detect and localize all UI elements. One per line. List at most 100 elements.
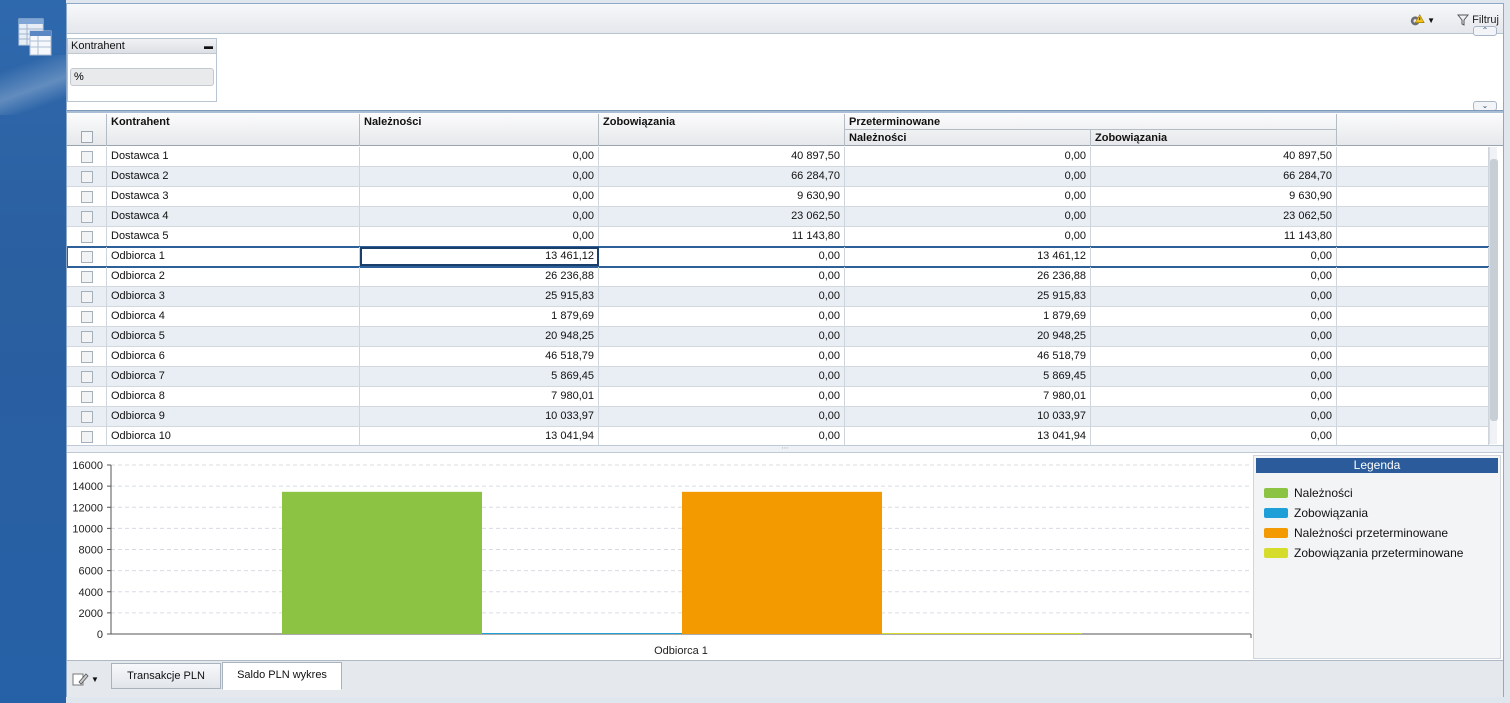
cell-przeterminowane-zobowiazania[interactable]: 0,00 — [1091, 367, 1337, 386]
scrollbar-thumb[interactable] — [1490, 159, 1498, 421]
cell-kontrahent[interactable]: Odbiorca 8 — [107, 387, 360, 406]
row-checkbox[interactable] — [81, 351, 93, 363]
cell-naleznosci[interactable]: 13 461,12 — [360, 247, 599, 266]
cell-przeterminowane-naleznosci[interactable]: 25 915,83 — [845, 287, 1091, 306]
cell-zobowiazania[interactable]: 11 143,80 — [599, 227, 845, 246]
table-row[interactable]: Odbiorca 1 13 461,12 0,00 13 461,12 0,00 — [67, 246, 1490, 268]
cell-przeterminowane-zobowiazania[interactable]: 0,00 — [1091, 267, 1337, 286]
table-row[interactable]: Odbiorca 5 20 948,25 0,00 20 948,25 0,00 — [67, 327, 1489, 347]
cell-przeterminowane-zobowiazania[interactable]: 0,00 — [1091, 427, 1337, 445]
cell-naleznosci[interactable]: 20 948,25 — [360, 327, 599, 346]
row-checkbox[interactable] — [81, 311, 93, 323]
cell-kontrahent[interactable]: Odbiorca 4 — [107, 307, 360, 326]
tab-saldo-pln-wykres[interactable]: Saldo PLN wykres — [222, 662, 342, 690]
cell-przeterminowane-zobowiazania[interactable]: 23 062,50 — [1091, 207, 1337, 226]
cell-naleznosci[interactable]: 0,00 — [360, 227, 599, 246]
cell-kontrahent[interactable]: Odbiorca 10 — [107, 427, 360, 445]
cell-przeterminowane-zobowiazania[interactable]: 0,00 — [1091, 407, 1337, 426]
select-all-checkbox[interactable] — [81, 131, 93, 143]
cell-naleznosci[interactable]: 13 041,94 — [360, 427, 599, 445]
cell-przeterminowane-naleznosci[interactable]: 0,00 — [845, 207, 1091, 226]
row-checkbox[interactable] — [81, 371, 93, 383]
header-przeterminowane-zobowiazania[interactable]: Zobowiązania — [1091, 130, 1337, 146]
cell-naleznosci[interactable]: 7 980,01 — [360, 387, 599, 406]
tab-transakcje-pln[interactable]: Transakcje PLN — [111, 663, 221, 689]
table-row[interactable]: Odbiorca 6 46 518,79 0,00 46 518,79 0,00 — [67, 347, 1489, 367]
cell-kontrahent[interactable]: Odbiorca 7 — [107, 367, 360, 386]
cell-przeterminowane-naleznosci[interactable]: 7 980,01 — [845, 387, 1091, 406]
row-checkbox[interactable] — [81, 291, 93, 303]
cell-kontrahent[interactable]: Odbiorca 6 — [107, 347, 360, 366]
cell-przeterminowane-naleznosci[interactable]: 1 879,69 — [845, 307, 1091, 326]
cell-zobowiazania[interactable]: 0,00 — [599, 247, 845, 266]
cell-zobowiazania[interactable]: 0,00 — [599, 387, 845, 406]
row-checkbox[interactable] — [81, 391, 93, 403]
cell-naleznosci[interactable]: 10 033,97 — [360, 407, 599, 426]
row-checkbox[interactable] — [81, 331, 93, 343]
row-checkbox[interactable] — [81, 411, 93, 423]
row-checkbox[interactable] — [81, 271, 93, 283]
cell-naleznosci[interactable]: 0,00 — [360, 167, 599, 186]
cell-kontrahent[interactable]: Dostawca 4 — [107, 207, 360, 226]
cell-naleznosci[interactable]: 46 518,79 — [360, 347, 599, 366]
table-row[interactable]: Dostawca 3 0,00 9 630,90 0,00 9 630,90 — [67, 187, 1489, 207]
cell-zobowiazania[interactable]: 9 630,90 — [599, 187, 845, 206]
cell-naleznosci[interactable]: 1 879,69 — [360, 307, 599, 326]
tab-tools-dropdown[interactable]: ▼ — [71, 670, 105, 688]
filter-button[interactable]: Filtruj — [1457, 12, 1499, 28]
cell-przeterminowane-zobowiazania[interactable]: 11 143,80 — [1091, 227, 1337, 246]
cell-zobowiazania[interactable]: 66 284,70 — [599, 167, 845, 186]
row-checkbox[interactable] — [81, 251, 93, 263]
cell-kontrahent[interactable]: Dostawca 1 — [107, 147, 360, 166]
cell-przeterminowane-naleznosci[interactable]: 10 033,97 — [845, 407, 1091, 426]
cell-przeterminowane-zobowiazania[interactable]: 0,00 — [1091, 347, 1337, 366]
cell-przeterminowane-zobowiazania[interactable]: 66 284,70 — [1091, 167, 1337, 186]
cell-zobowiazania[interactable]: 0,00 — [599, 407, 845, 426]
cell-kontrahent[interactable]: Dostawca 2 — [107, 167, 360, 186]
table-app-icon[interactable] — [18, 18, 52, 56]
row-checkbox[interactable] — [81, 151, 93, 163]
grid-vertical-scrollbar[interactable] — [1489, 147, 1498, 444]
cell-naleznosci[interactable]: 0,00 — [360, 147, 599, 166]
header-zobowiazania[interactable]: Zobowiązania — [599, 114, 845, 146]
table-row[interactable]: Dostawca 1 0,00 40 897,50 0,00 40 897,50 — [67, 147, 1489, 167]
table-row[interactable]: Odbiorca 2 26 236,88 0,00 26 236,88 0,00 — [67, 267, 1489, 287]
table-row[interactable]: Dostawca 2 0,00 66 284,70 0,00 66 284,70 — [67, 167, 1489, 187]
cell-kontrahent[interactable]: Odbiorca 5 — [107, 327, 360, 346]
cell-przeterminowane-zobowiazania[interactable]: 40 897,50 — [1091, 147, 1337, 166]
header-naleznosci[interactable]: Należności — [360, 114, 599, 146]
cell-przeterminowane-naleznosci[interactable]: 13 041,94 — [845, 427, 1091, 445]
cell-przeterminowane-naleznosci[interactable]: 46 518,79 — [845, 347, 1091, 366]
collapse-filter-button[interactable]: ⌃ — [1473, 26, 1497, 36]
cell-naleznosci[interactable]: 0,00 — [360, 207, 599, 226]
cell-naleznosci[interactable]: 5 869,45 — [360, 367, 599, 386]
cell-naleznosci[interactable]: 0,00 — [360, 187, 599, 206]
cell-zobowiazania[interactable]: 0,00 — [599, 287, 845, 306]
legend-item[interactable]: Zobowiązania — [1254, 503, 1500, 523]
header-kontrahent[interactable]: Kontrahent — [107, 114, 360, 146]
cell-przeterminowane-naleznosci[interactable]: 5 869,45 — [845, 367, 1091, 386]
cell-zobowiazania[interactable]: 0,00 — [599, 427, 845, 445]
cell-przeterminowane-naleznosci[interactable]: 26 236,88 — [845, 267, 1091, 286]
cell-zobowiazania[interactable]: 0,00 — [599, 327, 845, 346]
cell-kontrahent[interactable]: Dostawca 5 — [107, 227, 360, 246]
cell-zobowiazania[interactable]: 0,00 — [599, 347, 845, 366]
cell-zobowiazania[interactable]: 0,00 — [599, 307, 845, 326]
cell-kontrahent[interactable]: Dostawca 3 — [107, 187, 360, 206]
filter-splitter[interactable] — [67, 110, 1503, 113]
cell-zobowiazania[interactable]: 23 062,50 — [599, 207, 845, 226]
cell-przeterminowane-zobowiazania[interactable]: 0,00 — [1091, 247, 1337, 266]
cell-przeterminowane-zobowiazania[interactable]: 9 630,90 — [1091, 187, 1337, 206]
row-checkbox[interactable] — [81, 431, 93, 443]
cell-kontrahent[interactable]: Odbiorca 2 — [107, 267, 360, 286]
settings-dropdown-button[interactable]: ▼ — [1409, 12, 1435, 28]
legend-item[interactable]: Należności przeterminowane — [1254, 523, 1500, 543]
cell-przeterminowane-naleznosci[interactable]: 0,00 — [845, 147, 1091, 166]
cell-przeterminowane-zobowiazania[interactable]: 0,00 — [1091, 307, 1337, 326]
cell-przeterminowane-zobowiazania[interactable]: 0,00 — [1091, 387, 1337, 406]
cell-kontrahent[interactable]: Odbiorca 3 — [107, 287, 360, 306]
cell-naleznosci[interactable]: 26 236,88 — [360, 267, 599, 286]
cell-kontrahent[interactable]: Odbiorca 9 — [107, 407, 360, 426]
